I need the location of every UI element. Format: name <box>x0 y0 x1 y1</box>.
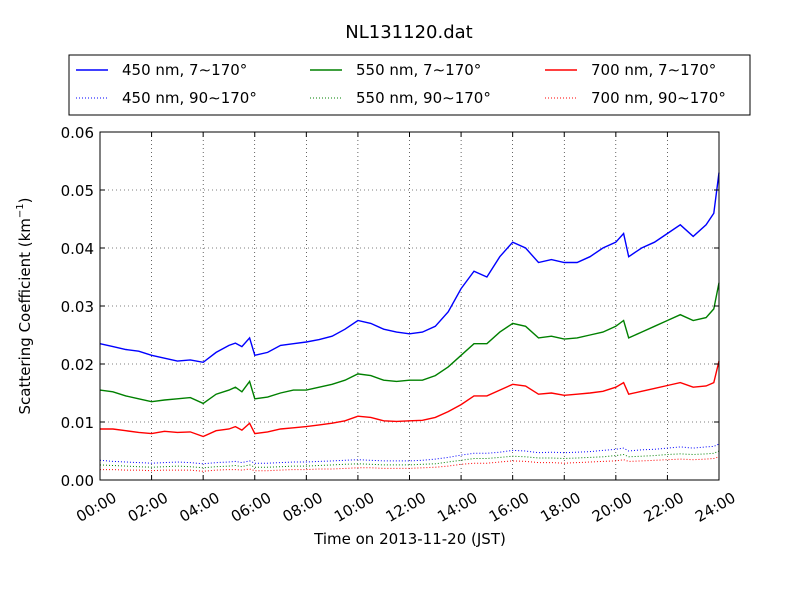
legend-label-5: 550 nm, 90∼170° <box>356 89 491 107</box>
x-tick-label: 04:00 <box>176 489 222 526</box>
x-tick-label: 12:00 <box>383 489 429 526</box>
y-axis-label-close: ) <box>16 197 34 203</box>
x-tick-label: 10:00 <box>331 489 377 526</box>
x-tick-label: 22:00 <box>641 489 687 526</box>
series-group <box>99 172 720 472</box>
y-tick-label: 0.01 <box>61 414 94 432</box>
legend: 450 nm, 7∼170° 550 nm, 7∼170° 700 nm, 7∼17… <box>68 54 751 116</box>
y-axis-label-text: Scattering Coefficient (km <box>16 218 34 414</box>
y-tick-label: 0.00 <box>61 472 94 490</box>
legend-label-1: 450 nm, 7∼170° <box>122 61 247 79</box>
y-axis: 0.00 0.01 0.02 0.03 0.04 0.05 0.06 <box>61 124 719 490</box>
legend-label-4: 450 nm, 90∼170° <box>122 89 257 107</box>
grid-lines <box>100 132 719 480</box>
legend-label-2: 550 nm, 7∼170° <box>356 61 481 79</box>
x-tick-label: 02:00 <box>125 489 171 526</box>
series-line-1 <box>99 172 720 364</box>
y-tick-label: 0.06 <box>61 124 94 142</box>
x-tick-label: 18:00 <box>537 489 583 526</box>
legend-box <box>68 54 751 116</box>
y-tick-label: 0.05 <box>61 182 94 200</box>
y-tick-label: 0.03 <box>61 298 94 316</box>
series-line-2 <box>99 282 720 405</box>
legend-label-3: 700 nm, 7∼170° <box>591 61 716 79</box>
x-tick-label: 14:00 <box>434 489 480 526</box>
x-axis-label: Time on 2013-11-20 (JST) <box>313 530 506 548</box>
x-tick-label: 00:00 <box>73 489 119 526</box>
x-axis: 00:00 02:00 04:00 06:00 08:00 10:00 12:00 14:00… <box>73 132 739 526</box>
x-tick-label: 16:00 <box>486 489 532 526</box>
x-tick-label: 20:00 <box>589 489 635 526</box>
series-line-6 <box>100 456 720 472</box>
chart-title: NL131120.dat <box>345 22 472 43</box>
series-line-3 <box>100 360 720 438</box>
y-tick-label: 0.02 <box>61 356 94 374</box>
y-axis-label: Scattering Coefficient (km−1) <box>15 197 34 414</box>
x-tick-label: 24:00 <box>692 489 738 526</box>
legend-entries: 450 nm, 7∼170° 550 nm, 7∼170° 700 nm, 7∼17… <box>76 61 726 107</box>
y-axis-label-unit-exponent: −1 <box>15 203 26 218</box>
x-tick-label: 08:00 <box>279 489 325 526</box>
series-line-5 <box>99 450 720 469</box>
legend-label-6: 700 nm, 90∼170° <box>591 89 726 107</box>
y-tick-label: 0.04 <box>61 240 94 258</box>
x-tick-label: 06:00 <box>228 489 274 526</box>
